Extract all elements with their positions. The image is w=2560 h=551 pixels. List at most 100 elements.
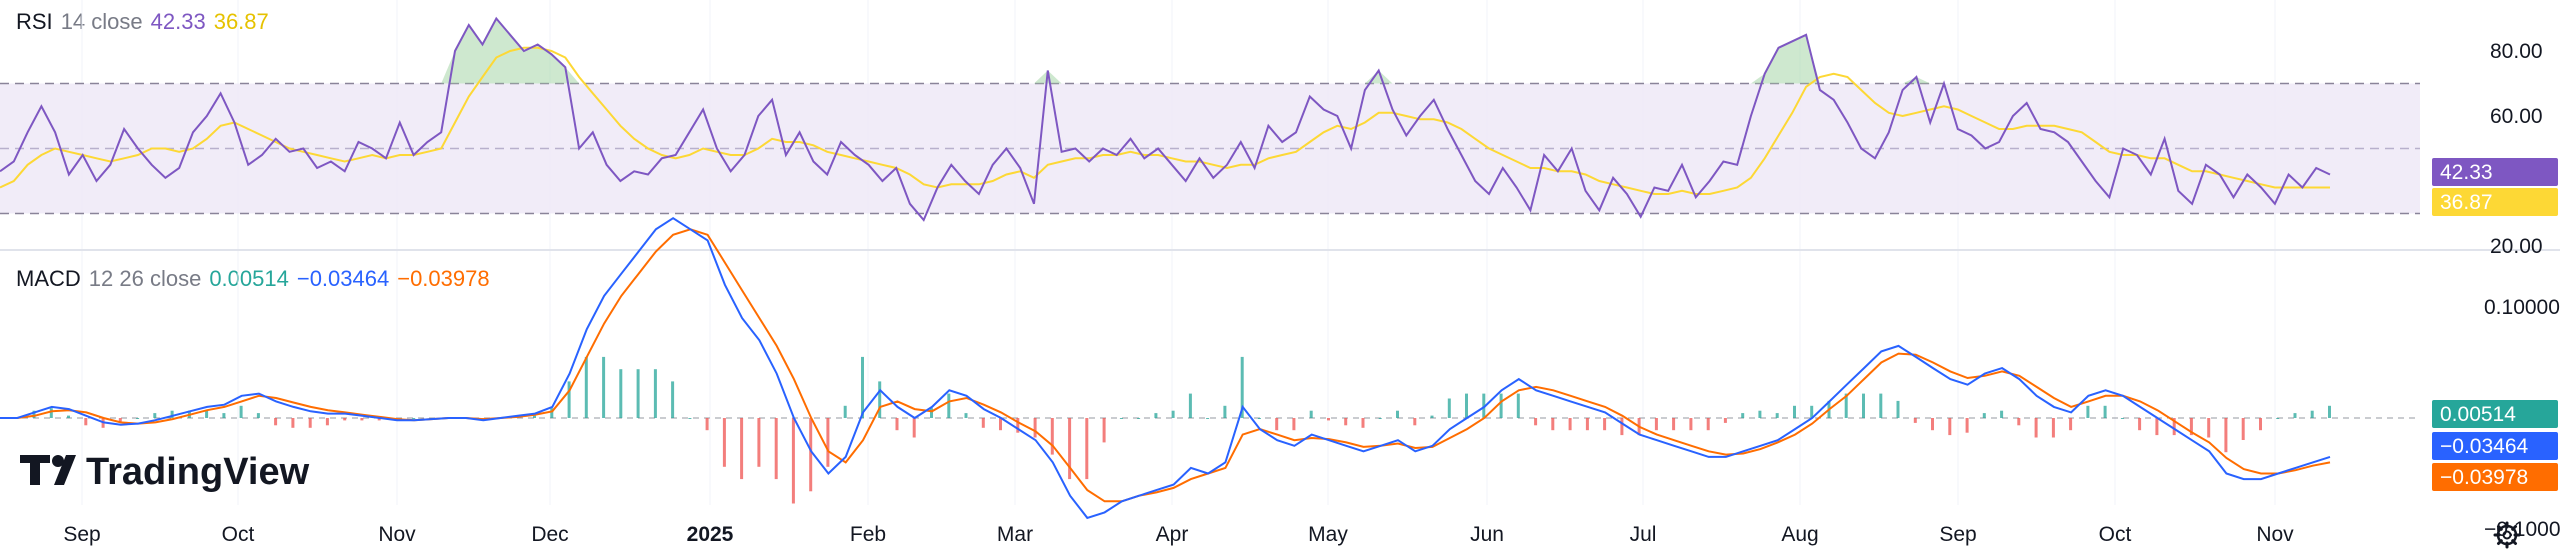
macd-histogram-bar (1137, 418, 1141, 419)
macd-histogram-bar (1965, 418, 1969, 433)
macd-histogram-value-badge-text: 0.00514 (2440, 403, 2516, 426)
macd-histogram-bar (550, 408, 554, 418)
x-axis-label: Apr (1156, 523, 1189, 546)
macd-signal-value-badge-bg (2432, 463, 2558, 491)
x-axis-label: Feb (850, 523, 886, 546)
macd-histogram-bar (1689, 418, 1693, 431)
macd-histogram-bar (2051, 418, 2055, 438)
macd-histogram-bar (205, 410, 209, 418)
logo-mark-slash (54, 455, 76, 485)
macd-histogram-bar (1551, 418, 1555, 431)
macd-histogram-bar (1068, 418, 1072, 480)
rsi-legend[interactable]: RSI 14 close 42.33 36.87 (16, 9, 269, 35)
macd-histogram-bar (2328, 405, 2331, 418)
macd-histogram-bar (1948, 418, 1952, 436)
macd-histogram-bar (619, 369, 623, 418)
macd-histogram-bar (2259, 418, 2262, 431)
rsi-legend-params: 14 close (60, 9, 143, 34)
macd-histogram-bar (1758, 410, 1762, 418)
macd-histogram-bar (843, 405, 847, 418)
macd-legend[interactable]: MACD 12 26 close 0.00514 −0.03464 −0.039… (16, 266, 490, 292)
macd-histogram-bar (584, 356, 588, 418)
gear-ring (2496, 524, 2518, 546)
macd-histogram-bar (325, 418, 329, 426)
rsi-legend-value: 42.33 (150, 9, 206, 34)
macd-histogram-bar (1344, 418, 1348, 426)
macd-histogram-bar (791, 418, 795, 504)
macd-histogram-bar (1741, 413, 1745, 418)
macd-histogram-bar (170, 410, 174, 418)
tradingview-logo[interactable]: TradingView (20, 451, 310, 493)
macd-line (0, 217, 2331, 520)
macd-histogram-bar (1240, 356, 1244, 418)
macd-histogram-bar (653, 369, 657, 418)
macd-legend-name: MACD (16, 266, 81, 291)
macd-histogram-bar (774, 418, 778, 480)
macd-histogram-bar (222, 413, 226, 418)
rsi-value-badge-bg (2432, 158, 2558, 186)
macd-histogram-bar (153, 413, 157, 418)
macd-histogram-bar (308, 418, 312, 428)
rsi-overbought-fill (0, 18, 2330, 84)
macd-histogram-bar (964, 413, 968, 418)
macd-histogram-bar (1413, 418, 1417, 426)
macd-histogram-bar (1585, 418, 1589, 431)
gear-icon[interactable] (2493, 521, 2521, 549)
x-axis-label: Jul (1630, 523, 1657, 546)
macd-histogram-bar (1154, 413, 1158, 418)
macd-histogram-bar (1430, 415, 1434, 418)
x-axis-label: Sep (63, 523, 100, 546)
macd-histogram-bar (757, 418, 761, 467)
macd-histogram-bar (2069, 418, 2073, 431)
macd-histogram-bar (2241, 418, 2245, 440)
macd-histogram-bar (67, 415, 70, 418)
macd-histogram-bar (360, 418, 364, 421)
macd-histogram-bar (1568, 418, 1572, 431)
macd-histogram-bar (2293, 413, 2297, 418)
macd-signal-legend-value: −0.03978 (397, 266, 490, 291)
x-axis-label: Jun (1470, 523, 1504, 546)
gear-center (2502, 530, 2512, 540)
macd-histogram-bar (1327, 418, 1330, 421)
x-axis-label: Mar (997, 523, 1033, 546)
x-axis-label: Nov (2256, 523, 2294, 546)
rsi-legend-name: RSI (16, 9, 53, 34)
rsi-y-tick-label: 60.00 (2490, 105, 2543, 128)
macd-histogram-bar (84, 418, 88, 426)
x-axis-label: May (1308, 523, 1348, 546)
macd-histogram-bar (1516, 393, 1520, 418)
macd-histogram-bar (2086, 405, 2090, 418)
macd-histogram-bar (2017, 418, 2021, 426)
macd-histogram-bar (1378, 418, 1382, 419)
macd-histogram-bar (636, 369, 640, 418)
macd-histogram-bar (688, 418, 692, 419)
macd-histogram-bar (412, 418, 416, 419)
macd-histogram-bar (2224, 418, 2228, 453)
macd-histogram-bar (1206, 418, 1210, 419)
macd-histogram-bar (1361, 418, 1365, 428)
macd-histogram-bar (1931, 418, 1934, 431)
macd-line-value-badge-text: −0.03464 (2440, 435, 2528, 458)
macd-signal-value-badge-text: −0.03978 (2440, 466, 2528, 489)
macd-histogram-bar (567, 381, 571, 418)
macd-histogram-bar (2000, 410, 2004, 418)
macd-histogram-bar (2138, 418, 2142, 431)
rsi-y-tick-label: 80.00 (2490, 40, 2543, 63)
x-axis-label: Oct (2099, 523, 2132, 546)
macd-histogram-bar (1534, 418, 1538, 426)
macd-histogram-bar (32, 410, 36, 418)
macd-histogram-bar (1896, 400, 1900, 418)
macd-histogram-bar (1050, 418, 1054, 455)
macd-histogram-bar (118, 418, 122, 423)
macd-histogram-bar (1257, 418, 1261, 419)
macd-histogram-legend-value: 0.00514 (209, 266, 289, 291)
macd-histogram-bar (930, 408, 933, 418)
macd-histogram-bar (239, 405, 243, 418)
macd-histogram-bar (256, 413, 260, 418)
macd-histogram-bar (602, 356, 606, 418)
macd-histogram-bar (136, 418, 140, 419)
macd-histogram-bar (1620, 418, 1624, 436)
macd-histogram-bar (2120, 418, 2124, 419)
macd-histogram-bar (1862, 393, 1865, 418)
